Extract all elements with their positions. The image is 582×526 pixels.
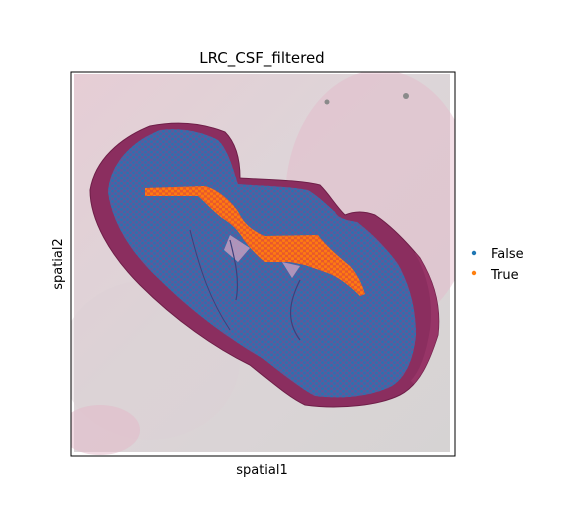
axes-frame <box>70 71 456 457</box>
chart-title: LRC_CSF_filtered <box>199 49 324 68</box>
legend-label-false: False <box>491 247 524 262</box>
legend-marker-false <box>471 250 477 256</box>
x-axis-label: spatial1 <box>236 463 288 478</box>
histology-background <box>71 72 455 456</box>
legend-label-true: True <box>490 268 519 283</box>
legend: False True <box>471 247 524 283</box>
tissue-spot-grid-false <box>108 129 416 398</box>
legend-item-false: False <box>471 247 524 262</box>
legend-marker-true <box>471 270 477 276</box>
legend-item-true: True <box>471 268 519 283</box>
y-axis-label: spatial2 <box>51 238 66 290</box>
